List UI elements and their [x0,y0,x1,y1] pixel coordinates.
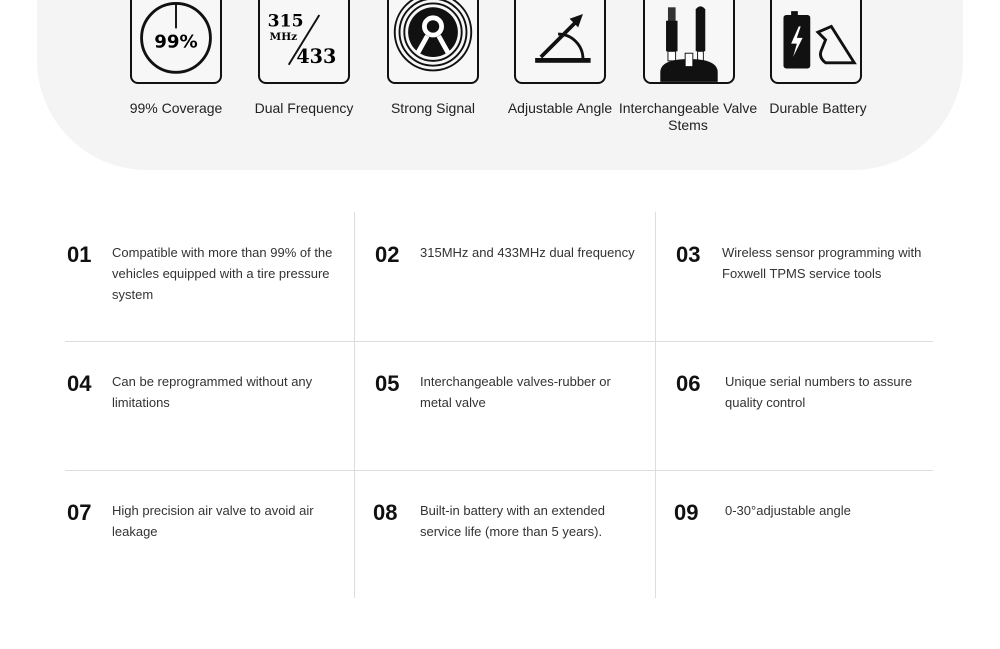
item-number: 06 [676,371,701,396]
item-number: 05 [375,371,400,396]
item-number: 01 [67,242,92,267]
item-number: 03 [676,242,701,267]
item-text: Wireless sensor programming with Foxwell… [722,245,922,281]
feature-label-valve-stems: Interchangeable Valve Stems [618,100,758,133]
svg-text:99%: 99% [154,31,197,52]
angle-icon [514,0,606,84]
item-text: Interchangeable valves-rubber or metal v… [420,374,611,410]
battery-icon [770,0,862,84]
item-text: High precision air valve to avoid air le… [112,503,314,539]
item-number: 09 [674,500,699,525]
item-text: 315MHz and 433MHz dual frequency [420,245,635,260]
feature-label-signal: Strong Signal [390,100,476,116]
feature-label-frequency: Dual Frequency [254,100,354,116]
divider [65,470,933,471]
coverage-99-icon: 99% [130,0,222,84]
item-text: Unique serial numbers to assure quality … [725,374,913,410]
spec-grid: 01 Compatible with more than 99% of the v… [65,212,933,598]
valve-stems-icon [643,0,735,84]
divider [65,341,933,342]
item-number: 08 [373,500,398,525]
svg-text:MHz: MHz [270,31,298,43]
item-text: 0-30°adjustable angle [725,503,851,518]
item-text: Compatible with more than 99% of the veh… [112,245,333,302]
item-number: 04 [67,371,92,396]
item-number: 07 [67,500,92,525]
svg-text:315: 315 [268,11,304,31]
divider [354,212,355,598]
signal-icon [387,0,479,84]
feature-label-angle: Adjustable Angle [507,100,613,116]
item-number: 02 [375,242,400,267]
divider [655,212,656,598]
svg-text:433: 433 [296,45,336,68]
item-text: Can be reprogrammed without any limitati… [112,374,313,410]
feature-label-battery: Durable Battery [769,100,867,116]
feature-label-coverage: 99% Coverage [129,100,223,116]
dual-frequency-icon: 315 MHz 433 [258,0,350,84]
item-text: Built-in battery with an extended servic… [420,503,605,539]
